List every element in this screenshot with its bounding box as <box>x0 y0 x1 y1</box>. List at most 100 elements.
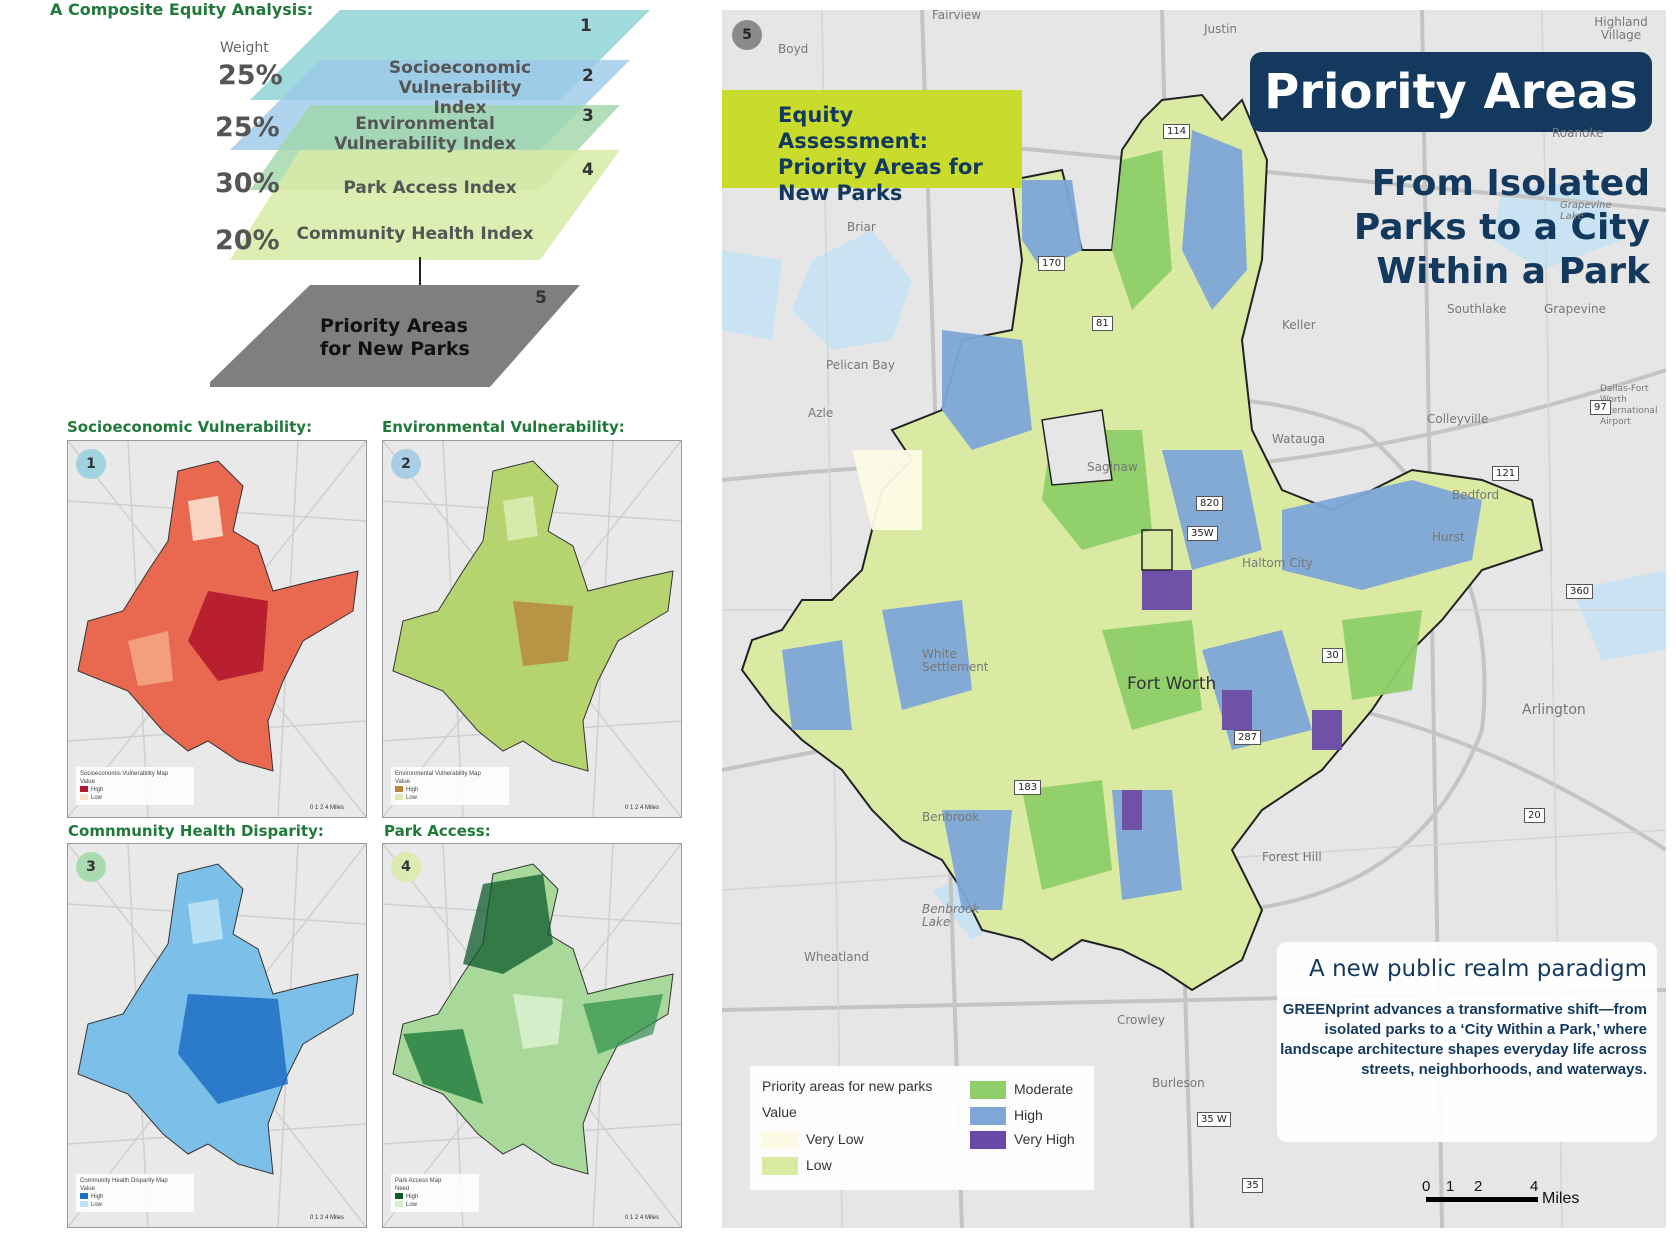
panel-4-legend-title: Park Access Map <box>395 1178 442 1184</box>
shield-35w: 35W <box>1187 526 1218 541</box>
legend-title: Priority areas for new parks <box>762 1078 933 1094</box>
legend-item-low: Low <box>762 1154 832 1178</box>
place-fairview: Fairview <box>932 10 982 22</box>
place-white-settlement: White Settlement <box>922 647 989 674</box>
layer-2-number: 2 <box>582 66 594 86</box>
panel-1-legend-value: Value <box>80 779 95 785</box>
layer-4-number: 4 <box>582 160 594 180</box>
panel-2-scale: 0 1 2 4 Miles <box>624 805 659 811</box>
legend-swatch-high <box>970 1107 1006 1126</box>
paradigm-box: A new public realm paradigm GREENprint a… <box>1277 942 1657 1142</box>
panel-1-legend-low: Low <box>91 795 103 801</box>
legend-swatch-very-high <box>970 1131 1006 1150</box>
panel-3-map: 3 Community Health Disparity Map Value H… <box>67 843 367 1228</box>
panel-2-svg <box>383 441 681 817</box>
place-highland-village: Highland Village <box>1594 15 1648 42</box>
place-azle: Azle <box>808 406 834 420</box>
layer-3-number: 3 <box>582 106 594 126</box>
panel-2-title: Environmental Vulnerability: <box>382 418 625 436</box>
panel-1-svg <box>68 441 366 817</box>
place-grapevine: Grapevine <box>1544 302 1607 316</box>
shield-81: 81 <box>1092 316 1113 331</box>
place-forest-hill: Forest Hill <box>1262 850 1322 864</box>
legend-item-very-low: Very Low <box>762 1128 864 1152</box>
legend-swatch-very-low <box>762 1131 798 1150</box>
panel-3-title: Comnmunity Health Disparity: <box>68 822 324 840</box>
shield-20: 20 <box>1524 808 1545 823</box>
panel-1-legend: Socioeconomic Vulnerability Map Value Hi… <box>76 767 194 805</box>
city-label: Fort Worth <box>1127 674 1217 694</box>
panel-4-legend-low: Low <box>406 1202 418 1208</box>
panel-1-legend-high: High <box>91 787 104 793</box>
shield-360: 360 <box>1566 584 1594 599</box>
legend-item-very-high: Very High <box>970 1128 1075 1152</box>
place-grapevine-lake: Grapevine Lake <box>1560 200 1612 222</box>
panel-2-legend-value: Value <box>395 779 410 785</box>
priority-areas-title: Priority Areas <box>1250 52 1652 132</box>
legend-value-label: Value <box>762 1104 797 1120</box>
main-map-badge: 5 <box>732 20 762 50</box>
place-keller: Keller <box>1282 318 1316 332</box>
panel-3-legend-high: High <box>91 1194 104 1200</box>
panel-3-legend-title: Community Health Disparity Map <box>80 1178 168 1184</box>
result-number: 5 <box>535 288 547 308</box>
scale-bar-line <box>1426 1197 1538 1202</box>
panel-3-legend-low: Low <box>91 1202 103 1208</box>
panel-2-legend-low: Low <box>406 795 418 801</box>
place-hurst: Hurst <box>1432 530 1465 544</box>
priority-clusters <box>782 130 1482 910</box>
place-justin: Justin <box>1204 22 1238 36</box>
legend-item-high: High <box>970 1104 1043 1128</box>
result-plane <box>210 285 580 387</box>
priority-legend: Priority areas for new parks Value Very … <box>750 1066 1094 1190</box>
panel-4-scale: 0 1 2 4 Miles <box>624 1215 659 1221</box>
place-briar: Briar <box>847 220 876 234</box>
shield-30: 30 <box>1322 648 1343 663</box>
place-saginaw: Saginaw <box>1087 460 1138 474</box>
place-watauga: Watauga <box>1272 432 1326 446</box>
shield-35: 35 <box>1242 1178 1263 1193</box>
panel-1-legend-title: Socioeconomic Vulnerability Map <box>80 771 169 777</box>
place-benbrook-lake: Benbrook Lake <box>922 902 980 929</box>
panel-2-legend-title: Environmental Vulnerability Map <box>395 771 481 777</box>
panel-4-map: 4 Park Access Map Need High Low 0 1 2 4 … <box>382 843 682 1228</box>
panel-4-legend-value: Need <box>395 1186 410 1192</box>
assessment-label: Equity Assessment: Priority Areas for Ne… <box>778 103 983 205</box>
place-arlington: Arlington <box>1522 702 1586 718</box>
panel-3-legend-value: Value <box>80 1186 95 1192</box>
scale-bar: 0 1 2 4 <box>1422 1178 1542 1196</box>
shield-183: 183 <box>1014 780 1042 795</box>
subtitle: From Isolated Parks to a City Within a P… <box>1353 163 1650 292</box>
shield-114: 114 <box>1163 124 1191 139</box>
weight-label: Weight <box>220 40 269 56</box>
panel-4-svg <box>383 844 681 1227</box>
scale-tick-1: 1 <box>1446 1178 1455 1195</box>
place-burleson: Burleson <box>1152 1076 1205 1090</box>
scale-unit: Miles <box>1542 1190 1580 1207</box>
layer-1-label: Socioeconomic Vulnerability Index <box>388 58 532 118</box>
place-haltom-city: Haltom City <box>1242 556 1313 570</box>
legend-swatch-moderate <box>970 1081 1006 1100</box>
weight-2: 25% <box>215 112 280 143</box>
paradigm-title: A new public realm paradigm <box>1309 956 1647 982</box>
scale-tick-0: 0 <box>1422 1178 1431 1195</box>
panel-3-badge: 3 <box>76 852 106 882</box>
weight-4: 20% <box>215 225 280 256</box>
legend-item-moderate: Moderate <box>970 1078 1073 1102</box>
place-crowley: Crowley <box>1117 1013 1166 1027</box>
composite-title: A Composite Equity Analysis: <box>50 0 314 19</box>
panel-4-badge: 4 <box>391 852 421 882</box>
shield-287: 287 <box>1234 730 1262 745</box>
panel-2-map: 2 Environmental Vulnerability Map Value … <box>382 440 682 818</box>
panel-3-scale: 0 1 2 4 Miles <box>309 1215 344 1221</box>
place-benbrook: Benbrook <box>922 810 980 824</box>
assessment-box: Equity Assessment: Priority Areas for Ne… <box>722 90 1022 205</box>
panel-1-title: Socioeconomic Vulnerability: <box>67 418 313 436</box>
layer-3-label: Park Access Index <box>343 178 517 198</box>
place-bedford: Bedford <box>1452 488 1500 502</box>
panel-1-scale: 0 1 2 4 Miles <box>309 805 344 811</box>
place-roanoke: Roanoke <box>1552 126 1604 140</box>
panel-4-legend-high: High <box>406 1194 419 1200</box>
weight-3: 30% <box>215 168 280 199</box>
place-pelican-bay: Pelican Bay <box>826 358 895 372</box>
